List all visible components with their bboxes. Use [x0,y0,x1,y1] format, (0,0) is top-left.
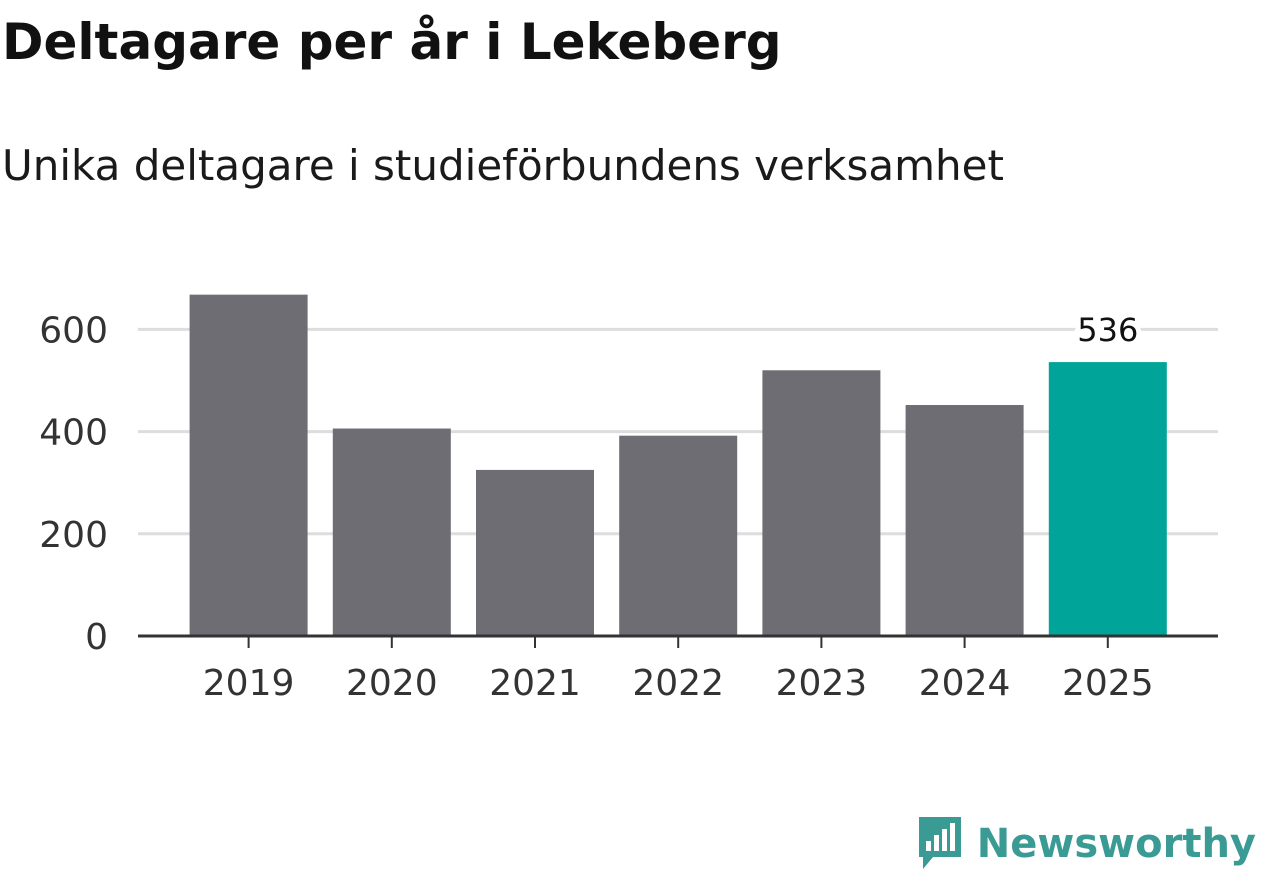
bar-2020 [332,428,451,636]
x-axis-ticks: 2019 2020 2021 2022 2023 2024 2025 [203,636,1154,704]
x-tick-label-2019: 2019 [203,663,295,704]
bar-2025 [1048,362,1167,636]
x-tick-label-2025: 2025 [1062,663,1154,704]
data-labels: 536 [1072,306,1143,354]
newsworthy-logo-icon [915,813,965,875]
y-axis-ticks: 0 200 400 600 [39,310,108,658]
y-tick-label: 400 [39,413,108,454]
brand-name: Newsworthy [976,821,1256,867]
y-tick-label: 0 [85,617,108,658]
x-tick-label-2024: 2024 [919,663,1011,704]
y-tick-label: 200 [39,515,108,556]
x-tick-label-2022: 2022 [632,663,724,704]
y-tick-label: 600 [39,310,108,351]
bar-2024 [905,405,1024,636]
bar-2021 [476,469,594,636]
chart-subtitle: Unika deltagare i studieförbundens verks… [2,141,1004,190]
bar-2022 [619,435,738,636]
x-tick-label-2023: 2023 [776,663,868,704]
data-label-2025: 536 [1077,311,1138,349]
chart-title: Deltagare per år i Lekeberg [2,13,782,71]
bars [189,294,1167,636]
bar-2019 [189,294,308,636]
x-tick-label-2021: 2021 [489,663,581,704]
bar-2023 [762,370,881,636]
brand-logo: Newsworthy [915,813,1256,875]
x-tick-label-2020: 2020 [346,663,438,704]
